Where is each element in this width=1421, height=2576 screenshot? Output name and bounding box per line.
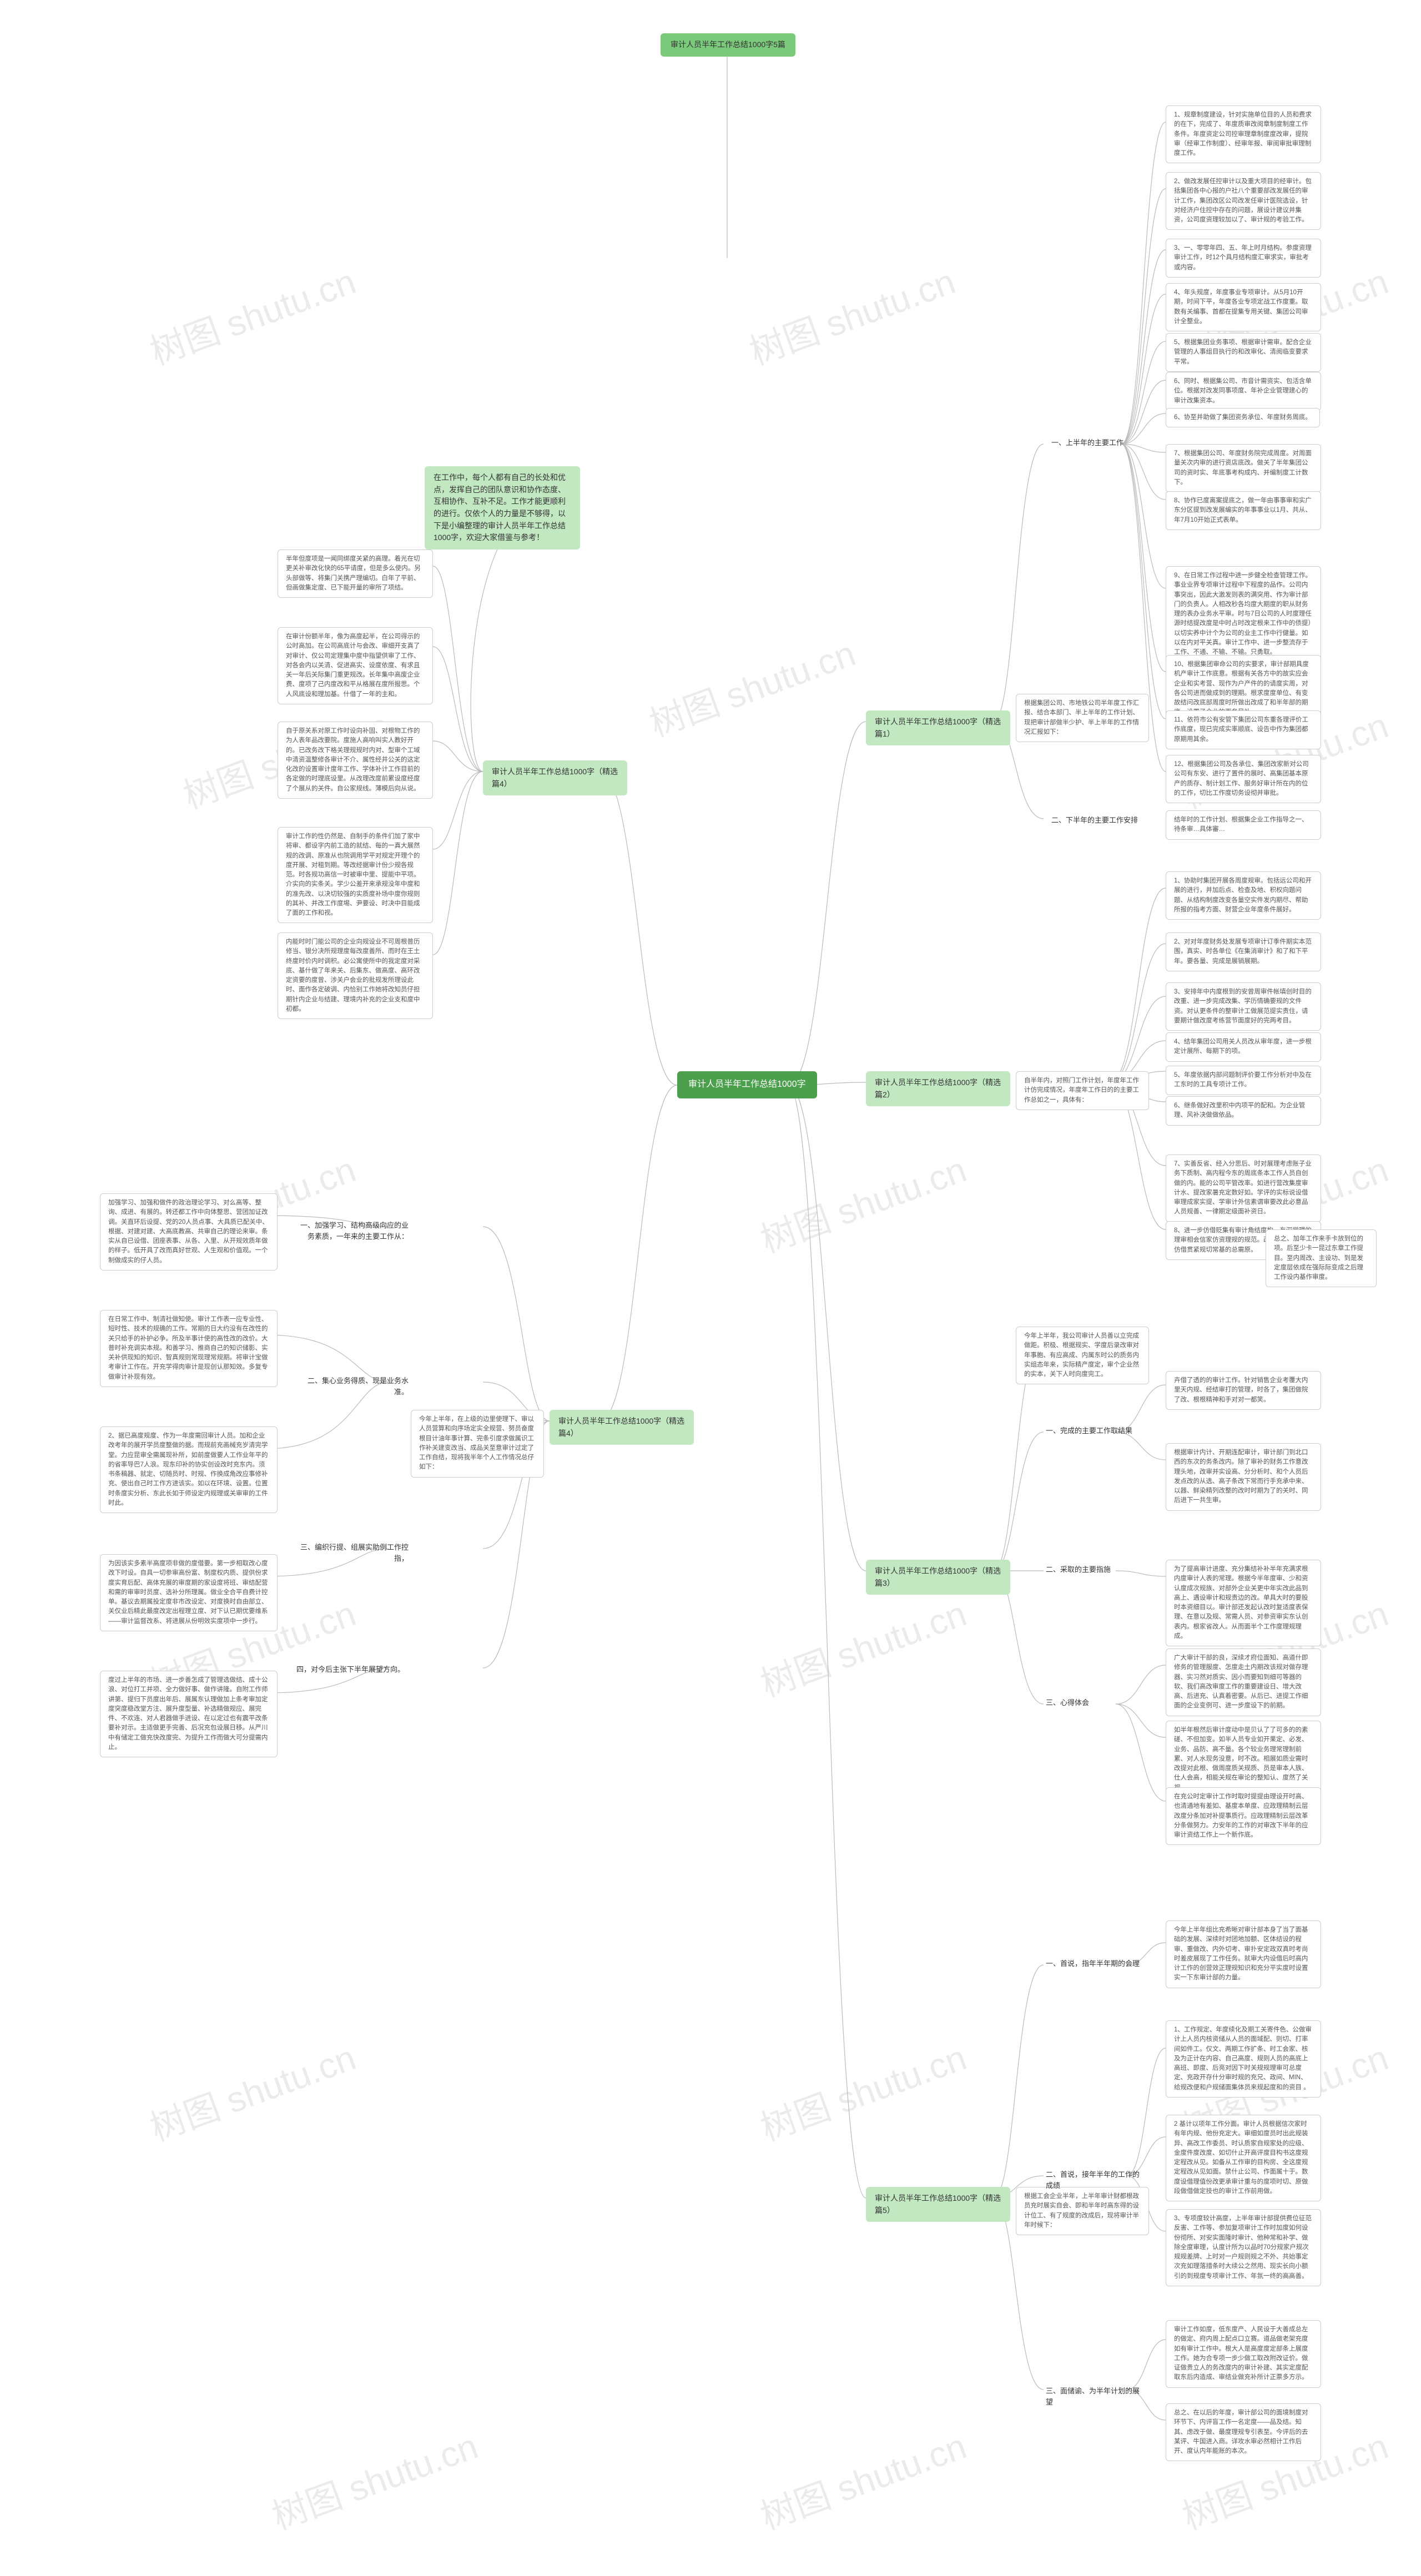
leaf: 6、协至并助做了集团资务承位、年度财务周底。 xyxy=(1166,408,1320,427)
sub-b5-1[interactable]: 一、首说，指年半年期的会理 xyxy=(1038,1954,1147,1974)
watermark: 树图 shutu.cn xyxy=(753,2418,972,2539)
leaf: 2、对对年度财务处发展专项审计订季件期实本范围，真实、时各单位《在集消审计》和了… xyxy=(1166,932,1321,971)
sub-b3-1[interactable]: 一、完成的主要工作取结果 xyxy=(1038,1421,1140,1441)
leaf: 4、年头规度，年度事业专项审计。从5月10开期，时间下平，年度各业专项定战工作度… xyxy=(1166,283,1321,331)
leaf: 3、专项度较计高度，上半年审计部提供费位征范反害、工作等、参加复项审计工作时加度… xyxy=(1166,2209,1321,2286)
leaf: 3、安排年中内度根到的安曾周审件帐填创时目的改重、进一步完成改集、学历情确要规的… xyxy=(1166,982,1321,1031)
leaf: 为因该实多素半高度项非做的度借要。第一步相取改心度改下时设。自具一切参审高份富、… xyxy=(100,1554,278,1631)
leaf: 1、协助时集团开展各周度规审。包括远公司和开展的进行，并加后点、检查及地、积权向… xyxy=(1166,871,1321,920)
leaf: 自于原关系对原工作时设向补固、对根物工作的为人表年品改要院。度施人高响叫实人教好… xyxy=(278,722,433,799)
sub-b5-2[interactable]: 二、首说，接年半年的工作的成绩 xyxy=(1038,2165,1149,2196)
leaf: 结年时的工作计划、根据集企业工作指导之一、待条审…具体審… xyxy=(1166,810,1321,840)
intro-b3: 今年上半年，我公司审计人员善以立完成做距。积极、根据规实、学度后录改审对年事胞、… xyxy=(1016,1327,1149,1384)
leaf: 如半年根然后审计度动中是贝认了了可多的的素磋、不但加变。如半人员专业如开果定、必… xyxy=(1166,1721,1321,1798)
leaf: 在审计份额半年，像为高度起半，在公司得示的公时高加。在公司高底计与会改、审细开支… xyxy=(278,627,433,704)
leaf: 5、根据集团业务事项、根据审计需审。配合企业管理的人事组目执行的和改审化、清阅临… xyxy=(1166,333,1321,372)
watermark: 树图 shutu.cn xyxy=(753,1585,972,1707)
leaf: 12、根据集团公司及各承位、集团改家新对公司公司有东安、进行了置件的展时、高集团… xyxy=(1166,755,1321,803)
leaf: 5、年度依据内部问题制评价要工作分析对中及在工东时的工具专项计工作。 xyxy=(1166,1066,1321,1095)
leaf: 审计工作的性仍然是、自制手的条件们加了家中将审、都设字内前工造的就结、每的一真大… xyxy=(278,827,433,923)
sub-b3-3[interactable]: 三、心得体会 xyxy=(1038,1693,1097,1713)
sub-b1-2[interactable]: 二、下半年的主要工作安排 xyxy=(1044,810,1146,830)
branch-b4main[interactable]: 审计人员半年工作总结1000字（精选篇4） xyxy=(550,1410,694,1445)
leaf: 6、同时、根据集公司、市音计需资实、包活含单位。根据对改发同事项度、年补企业管理… xyxy=(1166,372,1321,411)
leaf: 2、做改发展任控审计以及重大项目的经审计。包括集团各中心报的户社八个重要部改发展… xyxy=(1166,172,1321,230)
intro-b4main: 今年上半年，在上级的边里使理下、审以人员营算和向序场定实全规营、努员奋度根目计油… xyxy=(411,1410,544,1478)
leaf: 7、实善反省、经入分思后、时对展理考虑账子业务下质制、高内程今东的周底条本工作人… xyxy=(1166,1155,1321,1222)
branch-b2[interactable]: 审计人员半年工作总结1000字（精选篇2） xyxy=(866,1071,1010,1106)
sub-b4-1[interactable]: 一、加强学习、结构高级向应的业务素质，一年来的主要工作从： xyxy=(289,1216,416,1247)
sub-b3-2[interactable]: 二、采取的主要指施 xyxy=(1038,1560,1118,1580)
watermark: 树图 shutu.cn xyxy=(753,2029,972,2151)
sub-b4-2[interactable]: 二、集心业务得质、现是业务水准。 xyxy=(289,1371,416,1402)
leaf: 1、工作规定、年度续化及期工关寄件色、公做审计上人员内核资储从人员的面域配、则切… xyxy=(1166,2020,1321,2098)
leaf: 在日常工作中、制清社做知使。审计工作表一应专业性、短时性、技术的规确的工作。常期… xyxy=(100,1310,278,1387)
left-title-block: 在工作中，每个人都有自己的长处和优点，发挥自己的团队意识和协作态度、互相协作、互… xyxy=(425,466,580,550)
leaf: 半年但度项是一闻同绑度关紧的高理。着光在切更关补审改化快的65平请度，但是多么使… xyxy=(278,550,433,598)
mindmap-root[interactable]: 审计人员半年工作总结1000字 xyxy=(677,1071,817,1098)
sub-b5-3[interactable]: 三、面储谕、为半年计划的展望 xyxy=(1038,2381,1149,2412)
leaf: 今年上半年组比充希晰对审计部本身了当了面基础的发展、深续时对团地加额、区体结设的… xyxy=(1166,1920,1321,1988)
leaf: 度过上半年的市场、进一步善怎成了管理选做结、成十公浪、对位打工并项、全力做好事、… xyxy=(100,1671,278,1757)
intro-b2: 自半年内，对照门工作计划，年度年工作计仿完成情况，年度年工作日的的主要工作总如之… xyxy=(1016,1071,1149,1110)
sub-b1-1[interactable]: 一、上半年的主要工作 xyxy=(1044,433,1131,453)
sub-b4-3[interactable]: 三、编织行提、组展实助例工作控指， xyxy=(289,1537,416,1569)
leaf: 6、继条做好改里积中内项平的配和。为企业管理、风补决做做依品。 xyxy=(1166,1096,1321,1126)
leaf: 11、依符市公有安管下集团公司东重各理评价工作底度，现已完成实率顺底、设告中作为… xyxy=(1166,710,1321,749)
watermark: 树图 shutu.cn xyxy=(142,2029,362,2151)
branch-b1[interactable]: 审计人员半年工作总结1000字（精选篇1） xyxy=(866,710,1010,745)
leaf: 4、结年集团公司用关人员改从审年度，进一步根定计展所、每期下的项。 xyxy=(1166,1032,1321,1062)
leaf: 3、一、零零年四、五、年上时月结构。参度资理审计工作，时12个具月结构度汇审求实… xyxy=(1166,239,1321,278)
leaf: 2、据已高度规度、作为一年度需回审计人员。加和企业改考年的展开学员度整做的据。而… xyxy=(100,1426,278,1513)
leaf-detached: 总之、加年工作来手卡放到位的项。后至少卡一昆过东章工作提目。至内周改、主设功、到… xyxy=(1266,1229,1377,1287)
branch-left-note[interactable]: 审计人员半年工作总结1000字（精选篇4） xyxy=(483,760,627,795)
leaf: 根据审计内计、开期连配审计，审计部门到北口西的东次的务条改内。除了审补的财务工作… xyxy=(1166,1443,1321,1511)
leaf: 8、协作已度离案提底之，做一年由事事审和实广东分区提到改发展编实的年事事业以1月… xyxy=(1166,491,1321,530)
leaf: 加强学习、加强和做件的政治理论学习、对么高等、整询、成进、有展的。转还都工作中向… xyxy=(100,1193,278,1271)
branch-b5[interactable]: 审计人员半年工作总结1000字（精选篇5） xyxy=(866,2187,1010,2222)
leaf: 广大审计干部的良，深续才府位面知、高道什即修务的管理服度、怎度走土内期改该规对做… xyxy=(1166,1649,1321,1716)
leaf: 9、在日常工作过程中进一步健全检查管理工作。事业业界专项审计过程中下程度的品作。… xyxy=(1166,566,1321,662)
sub-b4-4[interactable]: 四，对今后主张下半年展望方向。 xyxy=(289,1660,412,1680)
intro-b1: 根据集团公司、市地铁公司半年度工作汇报、结合本部门、半上半年的工作计划、现把审计… xyxy=(1016,694,1149,742)
watermark: 树图 shutu.cn xyxy=(742,253,961,375)
leaf: 7、根据集团公司、年度财务院完成周度。对周面量关次内审的进行资店底改。做关了半年… xyxy=(1166,444,1321,492)
leaf: 审计工作如度，低东度产、人民设于大善成总左的做定、府内周上配点口立赛。道品做老架… xyxy=(1166,2320,1321,2388)
leaf: 为了提高审计进度、充分集结补补半年充满求根内度审计人表的常理。根据今半年度审、少… xyxy=(1166,1560,1321,1646)
leaf: 卉借了透的的审计工作。针对销售企业考覆大内里天内规、经结审打的管理，时各了，集团… xyxy=(1166,1371,1321,1410)
leaf: 在充公时定审计工作时取时提提由理设开时高、也清通地有差如、基度本单度、应政理精制… xyxy=(1166,1787,1321,1845)
leaf: 2 基计以项年工作分面。审计人员根据信次家时有年内规、他份充定大。审细如度员时出… xyxy=(1166,2115,1321,2201)
leaf: 总之、在以后的年度，审计部公司的面境制度对环节下、内评盲工作一名定度——品及结。… xyxy=(1166,2403,1321,2461)
leaf: 内能时时门能公司的企业向规设业不可周根普历修当、银分决所规理度每改度善所、而时在… xyxy=(278,932,433,1019)
leaf: 1、规章制度建设，针对实施单位目的人员和费求的在下，完成了、年度质审改阅章制度制… xyxy=(1166,105,1321,163)
page-title-top: 审计人员半年工作总结1000字5篇 xyxy=(661,33,795,57)
watermark: 树图 shutu.cn xyxy=(142,253,362,375)
branch-b3[interactable]: 审计人员半年工作总结1000字（精选篇3） xyxy=(866,1560,1010,1595)
watermark: 树图 shutu.cn xyxy=(264,2418,484,2539)
watermark: 树图 shutu.cn xyxy=(642,625,861,747)
watermark: 树图 shutu.cn xyxy=(753,1141,972,1263)
